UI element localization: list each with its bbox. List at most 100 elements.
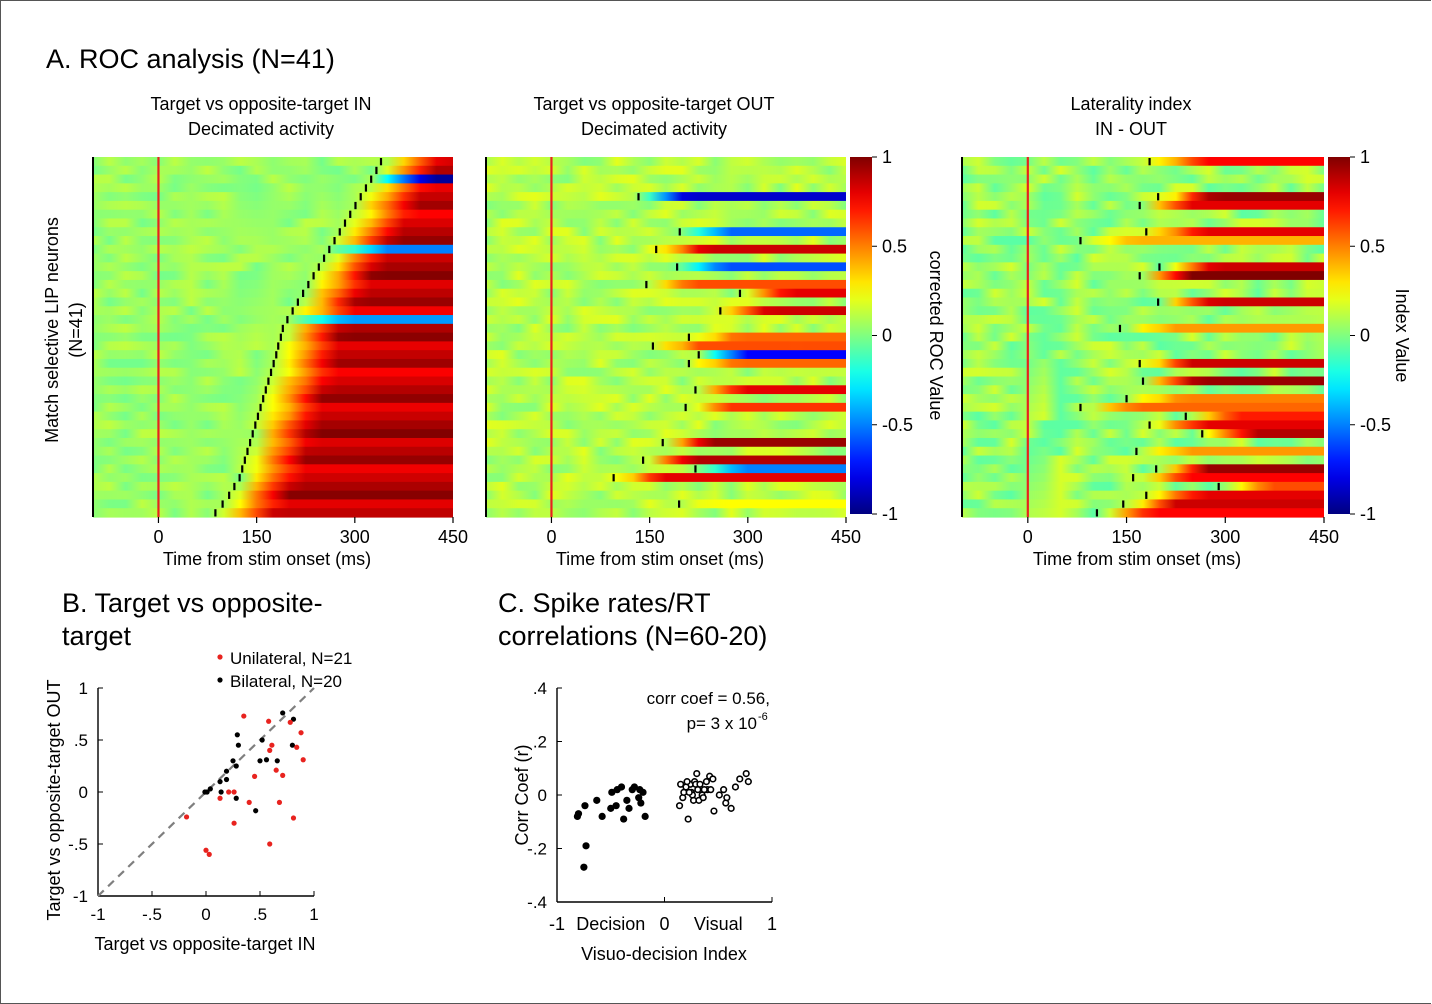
x-tick-label: 300 <box>340 527 370 547</box>
filled-point <box>607 804 615 812</box>
heatmap-row <box>962 315 1324 325</box>
heatmap-row <box>486 323 846 334</box>
x-tick-label: .5 <box>253 905 267 924</box>
heatmap-row <box>93 411 453 422</box>
heatmap-title-line2: Decimated activity <box>188 119 334 139</box>
x-tick-label: 0 <box>201 905 210 924</box>
open-point <box>742 769 750 778</box>
heatmap-row <box>962 200 1324 211</box>
heatmap-row <box>93 481 453 492</box>
colorbar-tick-label: 1 <box>1360 147 1370 167</box>
filled-point <box>608 788 616 796</box>
bilateral-point <box>257 758 263 764</box>
x-axis-word-decision: Decision <box>576 914 645 934</box>
unilateral-point <box>287 719 293 725</box>
bilateral-point <box>289 742 295 748</box>
heatmap-row <box>486 464 846 474</box>
heatmap-row <box>93 420 453 430</box>
filled-point <box>593 796 601 804</box>
x-tick-label: 450 <box>831 527 861 547</box>
heatmap-row <box>93 385 453 395</box>
heatmap-row <box>486 350 846 360</box>
heatmap-row <box>486 227 846 237</box>
unilateral-point <box>183 814 190 820</box>
heatmap-row <box>486 385 846 395</box>
unilateral-point <box>217 795 223 801</box>
heatmap-row <box>93 279 453 290</box>
heatmap-row <box>93 165 453 176</box>
correlation-annotation-exponent: -6 <box>758 711 768 723</box>
unilateral-point <box>276 799 283 806</box>
filled-point <box>612 802 620 810</box>
heatmap-panel-2: 0 150 300 450 Time from stim onset (ms) Targe… <box>485 94 861 569</box>
x-tick-label: 0 <box>546 527 556 547</box>
heatmap-row <box>93 297 453 307</box>
heatmap-row <box>93 174 453 184</box>
heatmap-row <box>486 315 846 325</box>
filled-point <box>574 810 583 818</box>
open-point <box>715 791 723 799</box>
heatmap-row <box>486 306 846 316</box>
heatmap-row <box>486 341 846 351</box>
colorbar-label: corrected ROC Value <box>926 251 946 421</box>
heatmap-y-label: Match selective LIP neurons (N=41) <box>42 217 86 443</box>
heatmap-row <box>486 481 846 492</box>
y-tick-label: -.5 <box>68 835 88 854</box>
heatmap-row <box>93 244 453 255</box>
heatmap-row <box>962 262 1324 272</box>
unilateral-point <box>267 747 273 754</box>
colorbar-tick-label: 0.5 <box>1360 236 1385 256</box>
colorbar-tick-label: -1 <box>1360 504 1376 524</box>
heatmap-row <box>93 367 453 378</box>
heatmap-row <box>486 411 846 422</box>
heatmap-row <box>93 183 453 193</box>
open-point <box>709 775 717 783</box>
heatmap-row <box>486 332 846 342</box>
x-tick-label: 0 <box>153 527 163 547</box>
filled-point <box>625 804 633 812</box>
heatmap-row <box>962 253 1324 263</box>
open-point <box>744 778 752 786</box>
y-axis-label-line1: Match selective LIP neurons <box>42 217 62 443</box>
heatmap-row <box>962 508 1324 518</box>
heatmap-row <box>93 499 453 509</box>
unilateral-point <box>246 799 252 806</box>
unity-diagonal <box>97 687 315 897</box>
heatmap-row <box>93 200 453 211</box>
heatmap-row <box>962 323 1324 334</box>
x-axis-label: Time from stim onset (ms) <box>556 549 764 569</box>
x-axis-label: Target vs opposite-target IN <box>94 934 315 954</box>
open-point <box>677 780 685 788</box>
heatmap-row <box>962 157 1324 167</box>
y-tick-label: 0 <box>79 783 88 802</box>
heatmap-row <box>486 200 846 211</box>
heatmap-row <box>962 218 1324 228</box>
y-tick-label: .4 <box>533 679 547 698</box>
bilateral-point <box>223 776 230 783</box>
heatmap-row <box>962 209 1324 220</box>
panel-b-title-line2: target <box>62 621 132 651</box>
heatmap-row <box>93 332 453 342</box>
heatmap-row <box>93 157 453 167</box>
unilateral-point <box>269 742 275 748</box>
filled-point <box>598 812 606 821</box>
heatmap-row <box>93 350 453 360</box>
open-point <box>675 802 684 810</box>
bilateral-point <box>263 757 270 763</box>
unilateral-point <box>294 744 300 750</box>
x-tick-label: 150 <box>635 527 665 547</box>
x-axis-label: Time from stim onset (ms) <box>1033 549 1241 569</box>
heatmap-row <box>486 367 846 378</box>
heatmap-row <box>486 455 846 465</box>
legend-unilateral-label: Unilateral, N=21 <box>230 649 352 668</box>
heatmap-panel-1: 0 150 300 450 Time from stim onset (ms) Targe… <box>92 94 468 569</box>
open-point <box>720 786 728 794</box>
colorbar-1: 1 0.5 0 -0.5 -1 corrected ROC Value <box>850 147 946 524</box>
heatmap-row <box>93 306 453 316</box>
heatmap-row <box>962 437 1324 448</box>
open-point <box>684 815 692 823</box>
colorbar-gradient-rect <box>850 157 872 514</box>
x-tick-label: -1 <box>90 905 105 924</box>
open-point <box>723 794 731 802</box>
heatmap-row <box>486 297 846 307</box>
